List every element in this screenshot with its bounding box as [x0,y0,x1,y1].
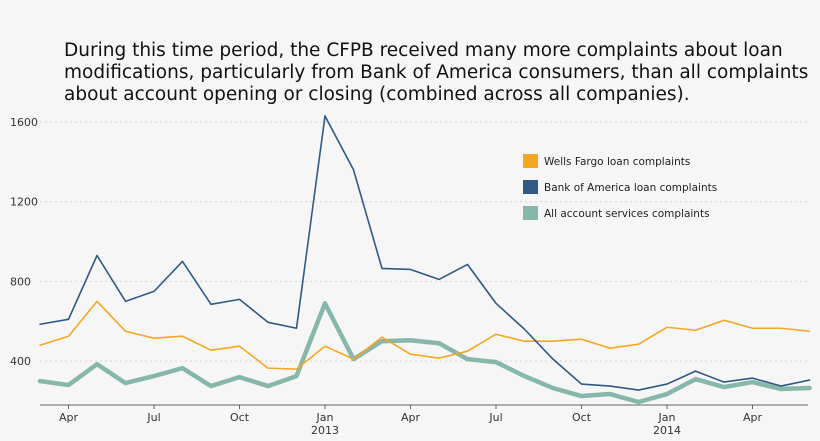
y-tick-label: 1200 [10,196,38,209]
series-line-0 [39,300,811,370]
x-tick-year-label: 2014 [653,424,681,437]
x-tick-year-label: 2013 [311,424,339,437]
legend-label: Wells Fargo loan complaints [544,156,690,168]
y-tick-label: 400 [10,355,31,368]
x-tick-label: Apr [59,411,79,424]
legend-swatch [523,180,538,194]
x-tick-label: Oct [230,411,250,424]
series-line-2 [37,301,812,405]
legend-swatch [523,206,538,220]
y-axis-ticks: 400 800 1200 1600 [10,116,38,368]
x-tick-label: Apr [401,411,421,424]
gridlines [40,121,808,362]
x-tick-label: Apr [743,411,763,424]
legend-label: All account services complaints [544,208,710,220]
x-tick-label: Jul [488,411,502,424]
x-tick-label: Jan [316,411,334,424]
legend-swatch [523,154,538,168]
y-tick-label: 800 [10,275,31,288]
chart-title: During this time period, the CFPB receiv… [64,40,809,105]
y-tick-label: 1600 [10,116,38,129]
legend-label: Bank of America loan complaints [544,182,717,194]
x-tick-label: Jul [146,411,160,424]
x-tick-label: Jan [658,411,676,424]
legend: Wells Fargo loan complaints Bank of Ameri… [523,154,717,220]
x-tick-label: Oct [572,411,592,424]
series-line-1 [39,115,811,391]
series-lines [37,115,812,405]
